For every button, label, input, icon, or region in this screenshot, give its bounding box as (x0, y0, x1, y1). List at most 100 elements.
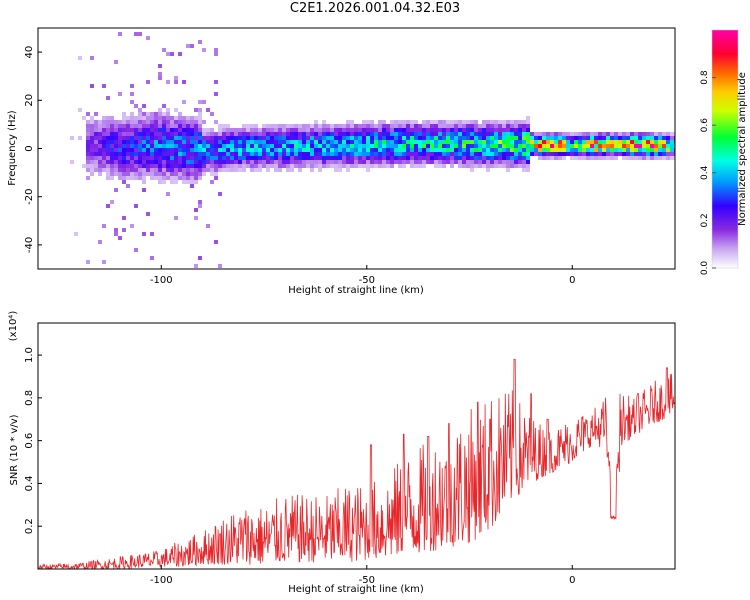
spectrogram-cell (270, 144, 274, 148)
spectrogram-cell (646, 136, 650, 140)
spectrogram-cell (214, 168, 218, 172)
spectrogram-cell (366, 148, 370, 152)
spectrogram-cell (406, 140, 410, 144)
spectrogram-cell (406, 132, 410, 136)
spectrogram-cell (162, 148, 166, 152)
spectrogram-cell (282, 152, 286, 156)
spectrogram-cell (394, 120, 398, 124)
spectrogram-cell (186, 128, 190, 132)
spectrogram-cell (342, 128, 346, 132)
spectrogram-cell (306, 124, 310, 128)
spectrogram-cell (482, 136, 486, 140)
spectrogram-cell (134, 164, 138, 168)
spectrogram-cell (258, 168, 262, 172)
spectrogram-cell (354, 156, 358, 160)
spectrogram-cell (358, 136, 362, 140)
spectrogram-cell (462, 164, 466, 168)
spectrogram-cell (638, 132, 642, 136)
spectrogram-cell (346, 124, 350, 128)
spectrogram-cell (218, 148, 222, 152)
spectrogram-cell (150, 256, 154, 260)
spectrogram-cell (498, 120, 502, 124)
spectrogram-cell (562, 144, 566, 148)
spectrogram-cell (562, 156, 566, 160)
spectrogram-cell (154, 116, 158, 120)
spectrogram-cell (662, 152, 666, 156)
spectrogram-cell (506, 132, 510, 136)
spectrogram-cell (142, 120, 146, 124)
spectrogram-cell (90, 148, 94, 152)
spectrogram-cell (522, 120, 526, 124)
spectrogram-cell (410, 164, 414, 168)
spectrogram-cell (382, 128, 386, 132)
spectrogram-cell (330, 164, 334, 168)
spectrogram-cell (506, 144, 510, 148)
spectrogram-cell (274, 140, 278, 144)
spectrogram-cell (406, 120, 410, 124)
spectrogram-cell (326, 132, 330, 136)
spectrogram-cell (142, 156, 146, 160)
spectrogram-cell (634, 136, 638, 140)
spectrogram-cell (318, 144, 322, 148)
spectrogram-cell (102, 116, 106, 120)
spectrogram-cell (154, 136, 158, 140)
spectrogram-cell (246, 144, 250, 148)
spectrogram-cell (238, 132, 242, 136)
spectrogram-cell (630, 144, 634, 148)
spectrogram-cell (554, 136, 558, 140)
spectrogram-cell (266, 128, 270, 132)
spectrogram-cell (118, 92, 122, 96)
spectrogram-cell (210, 148, 214, 152)
spectrogram-cell (218, 128, 222, 132)
spectrogram-cell (154, 112, 158, 116)
spectrogram-cell (198, 132, 202, 136)
spectrogram-cell (118, 124, 122, 128)
spectrogram-cell (418, 156, 422, 160)
spectrogram-cell (130, 152, 134, 156)
spectrogram-cell (182, 168, 186, 172)
spectrogram-cell (478, 140, 482, 144)
spectrogram-cell (194, 208, 198, 212)
spectrogram-cell (546, 140, 550, 144)
spectrogram-cell (646, 152, 650, 156)
spectrogram-cell (206, 168, 210, 172)
spectrogram-cell (386, 156, 390, 160)
spectrogram-cell (670, 148, 674, 152)
spectrogram-cell (190, 148, 194, 152)
spectrogram-cell (518, 160, 522, 164)
spectrogram-cell (506, 128, 510, 132)
spectrogram-cell (662, 144, 666, 148)
spectrogram-cell (214, 152, 218, 156)
spectrogram-cell (518, 156, 522, 160)
spectrogram-cell (130, 84, 134, 88)
spectrogram-cell (366, 156, 370, 160)
spectrogram-cell (486, 156, 490, 160)
spectrogram-cell (434, 156, 438, 160)
spectrogram-cell (86, 136, 90, 140)
spectrogram-cell (210, 112, 214, 116)
spectrogram-cell (658, 156, 662, 160)
spectrogram-cell (422, 164, 426, 168)
spectrogram-cell (358, 124, 362, 128)
spectrogram-cell (630, 156, 634, 160)
spectrogram-cell (470, 160, 474, 164)
spectrogram-cell (306, 156, 310, 160)
spectrogram-cell (562, 148, 566, 152)
spectrogram-cell (410, 144, 414, 148)
spectrogram-cell (230, 152, 234, 156)
spectrogram-cell (486, 136, 490, 140)
spectrogram-cell (626, 144, 630, 148)
spectrogram-cell (470, 148, 474, 152)
spectrogram-cell (190, 184, 194, 188)
spectrogram-cell (598, 152, 602, 156)
spectrogram-cell (446, 124, 450, 128)
spectrogram-cell (274, 152, 278, 156)
spectrogram-cell (506, 148, 510, 152)
spectrogram-cell (454, 144, 458, 148)
spectrogram-cell (222, 132, 226, 136)
spectrogram-cell (578, 148, 582, 152)
spectrogram-cell (314, 124, 318, 128)
spectrogram-cell (430, 148, 434, 152)
spectrogram-cell (598, 132, 602, 136)
spectrogram-cell (122, 152, 126, 156)
